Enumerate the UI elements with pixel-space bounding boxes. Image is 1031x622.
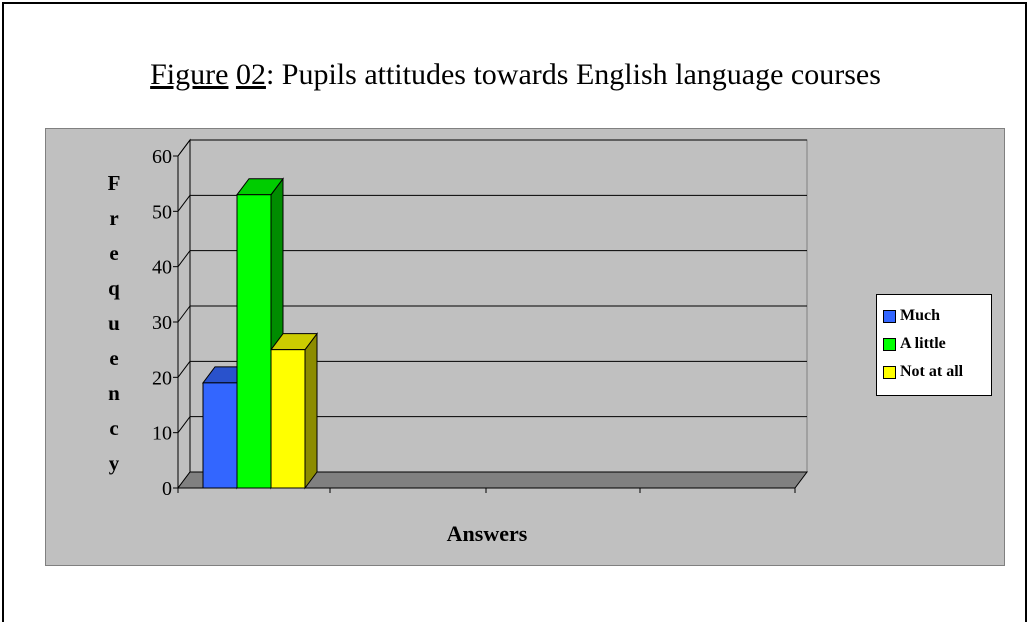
figure-number: 02 [235,58,266,91]
bar-not-at-all [270,332,318,490]
bar-side [304,332,318,490]
y-axis-label-letter: n [108,381,120,405]
chart-title: Figure 02: Pupils attitudes towards Engl… [0,58,1031,92]
legend-item: Much [883,302,991,330]
y-axis-label-letter: c [109,416,118,440]
y-axis-label-letter: u [108,311,120,335]
bar-front [270,349,306,489]
legend-swatch [883,365,896,379]
bars [202,177,318,490]
legend-label: A little [900,335,946,352]
legend-label: Not at all [900,363,964,380]
y-axis-label-letter: r [109,206,118,230]
y-tick-labels: 0 10 20 30 40 50 60 [152,146,172,500]
x-axis-label: Answers [447,521,528,546]
legend-swatch [883,337,896,351]
axes [173,155,796,493]
y-tick-label: 30 [152,312,172,334]
y-tick-label: 0 [162,478,172,500]
legend-item: A little [883,330,991,358]
figure-caption: : Pupils attitudes towards English langu… [265,58,881,91]
y-axis-label-letter: e [109,346,118,370]
y-tick-label: 10 [152,423,172,445]
gridline-side [177,250,191,267]
gridline-side [177,416,191,433]
legend-item: Not at all [883,358,991,386]
bar-front [202,382,238,489]
figure-label: Figure [150,58,229,91]
legend-label: Much [900,307,940,324]
y-axis-label-letter: y [109,451,120,475]
y-axis-label-letter: q [108,276,120,300]
y-tick-label: 50 [152,201,172,223]
legend: Much A little Not at all [876,294,992,396]
y-axis-label-letter: F [108,171,121,195]
y-tick-label: 40 [152,257,172,279]
gridline-side [177,305,191,323]
bar-front [236,194,272,489]
y-axis-label-letter: e [109,241,118,265]
y-tick-label: 20 [152,367,172,389]
gridline-side [177,361,191,378]
y-tick-label: 60 [152,146,172,168]
gridline-side [177,139,191,157]
legend-swatch [883,309,896,323]
gridline-side [177,195,191,212]
